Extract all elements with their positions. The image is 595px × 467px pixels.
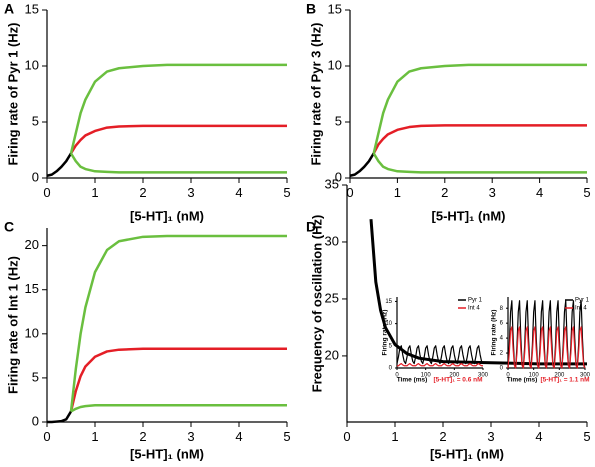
panel-label: D [306,219,316,235]
x-tick-label: 3 [487,429,494,444]
x-tick-label: 300 [580,372,591,378]
y-tick-label: 30 [325,233,339,248]
x-tick-label: 5 [283,185,290,200]
y-tick-label: 0 [32,413,39,428]
line-series [396,345,484,365]
x-tick-label: 3 [489,185,496,200]
x-tick-label: 4 [536,185,543,200]
annotation: [5-HT]₁ = 1.1 nM [540,377,589,384]
line-series [507,326,586,369]
line-series [69,347,287,412]
x-tick-label: 1 [91,429,98,444]
x-tick-label: 0 [43,185,50,200]
y-tick-label: 0 [500,366,504,372]
y-tick-label: 15 [328,1,342,16]
legend-label: Int 4 [575,306,587,312]
x-tick-label: 2 [441,185,448,200]
y-tick-label: 5 [335,113,342,128]
y-tick-label: 2 [500,351,504,357]
line-series [69,152,287,174]
line-series [369,219,587,366]
legend-label: Pyr 1 [575,298,590,304]
y-tick-label: 5 [32,113,39,128]
y-tick-label: 10 [385,321,392,327]
line-series [69,124,287,155]
y-tick-label: 15 [385,299,392,305]
x-tick-label: 2 [439,429,446,444]
legend-label: Int 4 [468,306,480,312]
y-tick-label: 8 [500,306,504,312]
x-tick-label: 100 [529,372,540,378]
line-series [372,124,587,154]
x-axis-label: Time (ms) [507,377,538,384]
y-tick-label: 5 [32,369,39,384]
x-axis-label: [5-HT]₁ (nM) [130,446,204,461]
x-tick-label: 0 [343,429,350,444]
x-tick-label: 1 [391,429,398,444]
x-tick-label: 0 [506,372,510,378]
y-tick-label: 5 [389,343,393,349]
y-axis-label: Frequency of oscillation (Hz) [309,215,324,393]
panel-label: B [306,1,316,17]
y-tick-label: 25 [325,290,339,305]
line-series [372,152,587,174]
y-tick-label: 6 [500,321,504,327]
x-tick-label: 100 [421,372,432,378]
x-tick-label: 4 [235,429,242,444]
x-axis-label: Time (ms) [397,377,428,384]
y-axis-label: Firing rate (Hz) [382,310,389,356]
x-tick-label: 1 [394,185,401,200]
line-series [47,410,73,424]
y-tick-label: 35 [325,176,339,191]
x-axis-label: [5-HT]₁ (nM) [432,208,506,223]
x-tick-label: 0 [43,429,50,444]
x-axis-label: [5-HT]₁ (nM) [130,208,204,223]
y-tick-label: 4 [500,336,504,342]
x-tick-label: 0 [395,372,399,378]
y-tick-label: 10 [25,325,39,340]
y-axis-label: Firing rate (Hz) [491,310,498,356]
y-axis-label: Firing rate of Pyr 1 (Hz) [5,22,20,165]
x-tick-label: 2 [139,429,146,444]
line-series [46,152,73,177]
x-tick-label: 200 [449,372,460,378]
y-tick-label: 15 [25,1,39,16]
y-tick-label: 0 [335,169,342,184]
panel-label: C [4,219,14,235]
x-tick-label: 300 [478,372,489,378]
y-tick-label: 0 [32,169,39,184]
y-tick-label: 10 [328,57,342,72]
x-tick-label: 4 [535,429,542,444]
y-tick-label: 10 [25,57,39,72]
x-tick-label: 5 [583,429,590,444]
x-tick-label: 1 [91,185,98,200]
line-series [69,234,287,412]
x-tick-label: 3 [187,429,194,444]
x-tick-label: 2 [139,185,146,200]
line-series [372,63,587,154]
panel-label: A [4,1,14,17]
legend-label: Pyr 1 [468,298,483,304]
annotation: [5-HT]₁ = 0.6 nM [433,377,482,384]
line-series [70,404,287,413]
x-tick-label: 200 [554,372,565,378]
y-axis-label: Firing rate of Int 1 (Hz) [5,256,20,394]
x-tick-label: 5 [583,185,590,200]
x-tick-label: 4 [235,185,242,200]
y-tick-label: 15 [25,281,39,296]
y-axis-label: Firing rate of Pyr 3 (Hz) [308,22,323,165]
axes [349,10,587,179]
y-tick-label: 0 [389,366,393,372]
axes [46,10,287,179]
y-tick-label: 20 [325,347,339,362]
x-tick-label: 5 [283,429,290,444]
line-series [349,152,375,177]
x-tick-label: 0 [346,185,353,200]
x-axis-label: [5-HT]₁ (nM) [430,446,504,461]
line-series [69,63,287,154]
line-series [397,362,483,367]
x-tick-label: 3 [187,185,194,200]
y-tick-label: 20 [25,237,39,252]
